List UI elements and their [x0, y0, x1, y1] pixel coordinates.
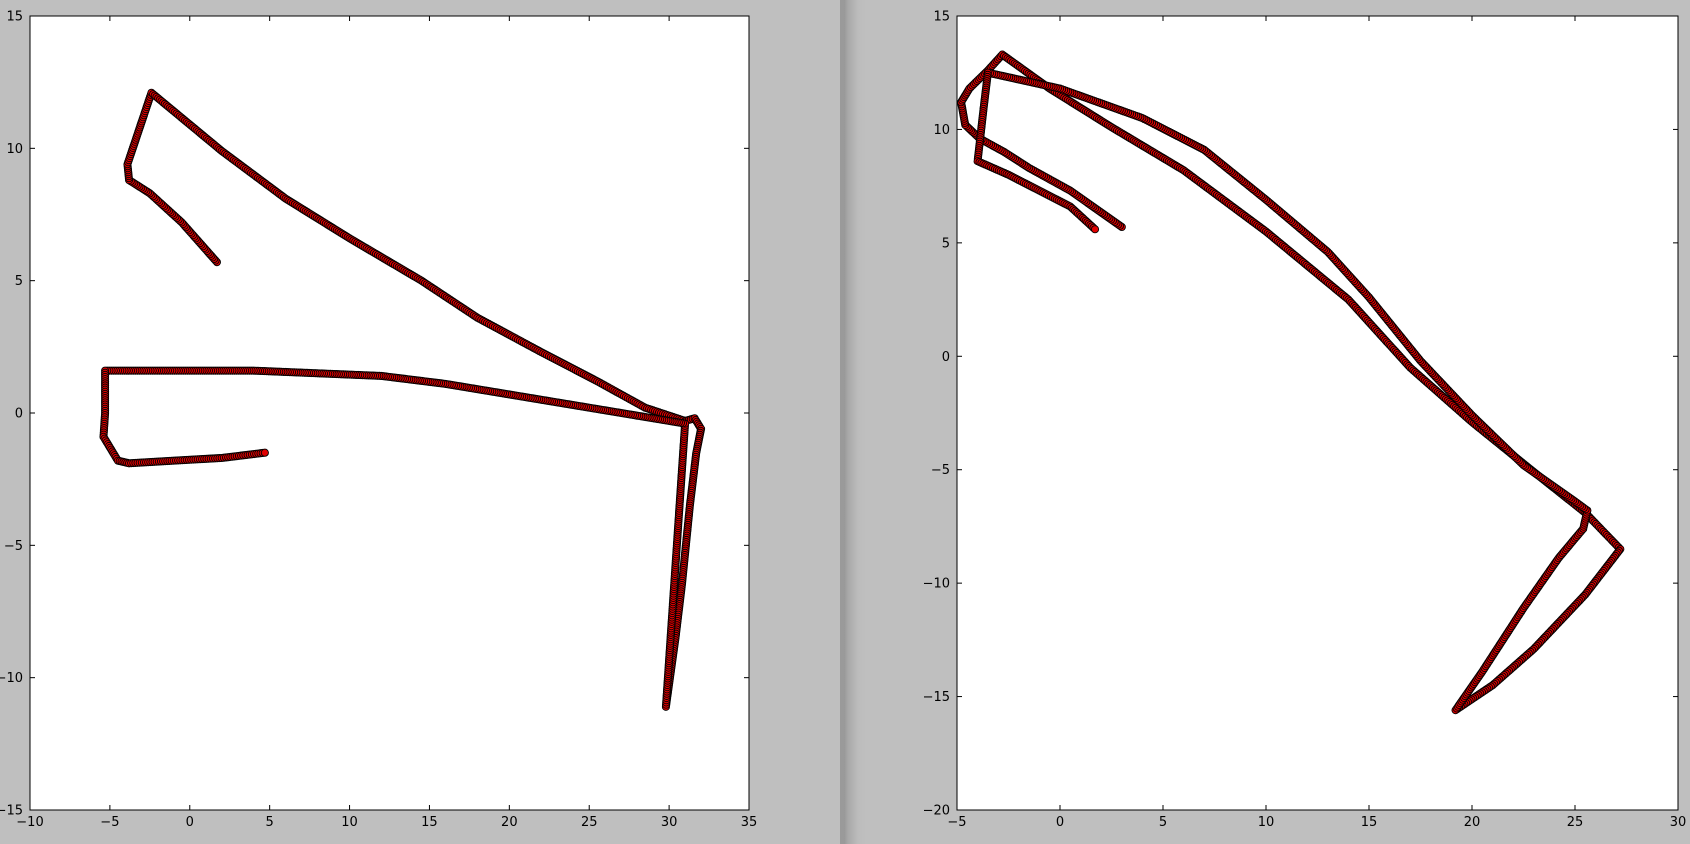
plot-area	[956, 15, 1679, 811]
data-series	[99, 88, 706, 711]
y-tick-label: 5	[942, 236, 950, 251]
data-point	[1090, 225, 1100, 234]
figure-window-left: −10 −5 0 5 10 15 20 25 30 35 −15 −10 −5 0 5 10 15	[0, 0, 842, 844]
y-tick-label: −5	[4, 539, 23, 554]
x-tick-label: 5	[266, 815, 274, 830]
x-tick-label: 10	[341, 815, 358, 830]
y-tick-label: 0	[15, 407, 23, 422]
x-tick-label: 15	[1361, 815, 1378, 830]
y-tick-label: 15	[933, 10, 950, 25]
y-tick-label: −15	[923, 690, 950, 705]
x-tick-label: −5	[947, 815, 966, 830]
y-tick-label: 0	[942, 350, 950, 365]
x-tick-label: −5	[100, 815, 119, 830]
y-tick-label: 10	[6, 142, 23, 157]
x-tick-label: 15	[421, 815, 438, 830]
y-tick-label: −5	[931, 463, 950, 478]
x-tick-label: 35	[741, 815, 758, 830]
x-tick-label: 30	[1670, 815, 1687, 830]
x-tick-label: 10	[1258, 815, 1275, 830]
y-tick-label: 5	[15, 274, 23, 289]
y-tick-label: −15	[0, 804, 23, 819]
y-tick-label: 10	[933, 123, 950, 138]
scatter-plot-right: −5 0 5 10 15 20 25 30 −20 −15 −10 −5 0 5 10 15	[923, 10, 1687, 831]
y-tick-label: −10	[923, 577, 950, 592]
y-tick-label: −20	[923, 804, 950, 819]
x-tick-label: 5	[1159, 815, 1167, 830]
data-point	[260, 448, 269, 457]
x-tick-label: 0	[1056, 815, 1064, 830]
y-tick-label: −10	[0, 671, 23, 686]
x-tick-label: 30	[661, 815, 678, 830]
data-series	[957, 50, 1625, 715]
y-tick-label: 15	[6, 10, 23, 25]
window-divider	[840, 0, 844, 844]
x-tick-label: 0	[186, 815, 194, 830]
x-tick-label: −10	[16, 815, 43, 830]
figure-window-right: −5 0 5 10 15 20 25 30 −20 −15 −10 −5 0 5 10 15	[842, 0, 1690, 844]
x-tick-label: 20	[501, 815, 518, 830]
x-tick-label: 20	[1464, 815, 1481, 830]
x-tick-label: 25	[581, 815, 598, 830]
x-tick-label: 25	[1567, 815, 1584, 830]
